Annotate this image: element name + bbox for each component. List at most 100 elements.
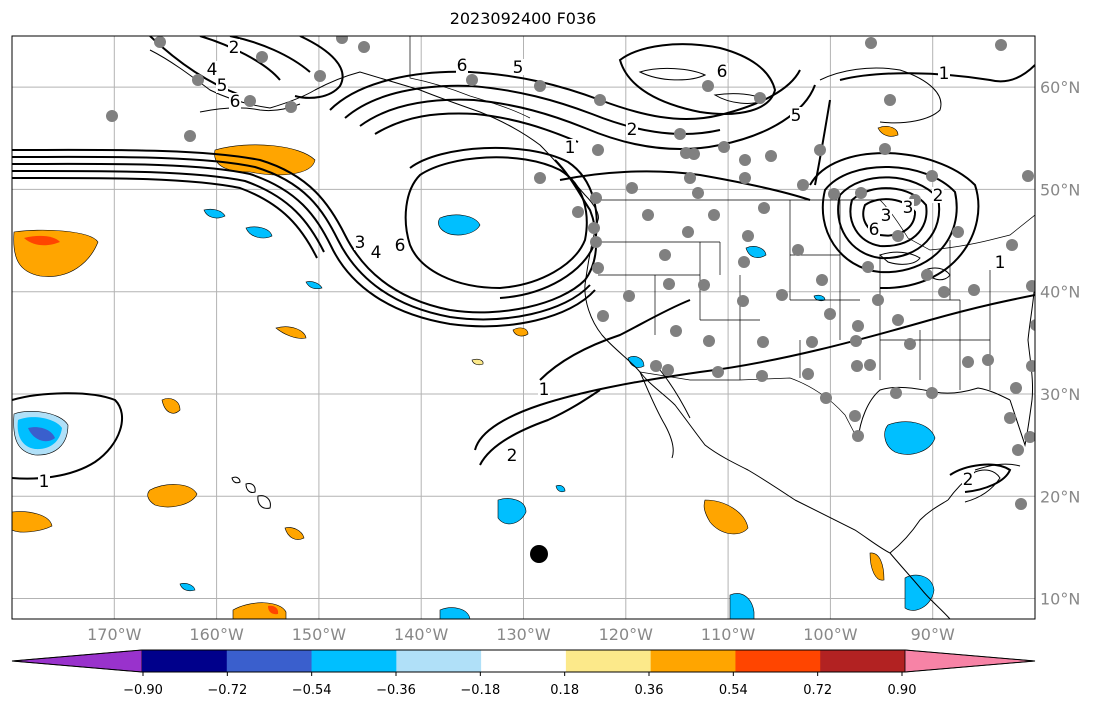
longitude-label: 90°W — [911, 625, 955, 644]
contour-label-bg — [938, 65, 950, 81]
colorbar-segment — [226, 650, 313, 672]
station-marker — [718, 141, 730, 153]
station-marker — [358, 41, 370, 53]
island-north — [638, 67, 707, 81]
anomaly-negative — [745, 246, 767, 258]
graticule — [12, 36, 1035, 619]
anomaly-negative — [203, 208, 226, 219]
station-marker — [626, 182, 638, 194]
station-marker — [862, 261, 874, 273]
longitude-label: 150°W — [292, 625, 347, 644]
contour-line — [862, 198, 917, 237]
contour-label: 5 — [217, 76, 228, 96]
longitude-label: 120°W — [599, 625, 654, 644]
alaska-canada-border — [409, 36, 531, 119]
anomaly-negative — [305, 281, 323, 290]
station-marker — [336, 36, 348, 44]
station-marker — [802, 368, 814, 380]
hawaii-1 — [231, 476, 241, 484]
station-marker — [572, 206, 584, 218]
baja — [639, 371, 674, 459]
contour-label: 6 — [717, 62, 728, 82]
contour-label: 3 — [881, 206, 892, 226]
colorbar-segment — [735, 650, 821, 672]
contour-line — [949, 463, 1012, 493]
station-marker — [256, 51, 268, 63]
station-marker — [754, 92, 766, 104]
station-marker — [594, 94, 606, 106]
contour-label: 1 — [539, 380, 550, 400]
contour-label: 6 — [869, 220, 880, 240]
anomaly-negative — [729, 593, 755, 619]
longitude-label: 160°W — [189, 625, 244, 644]
station-marker — [892, 230, 904, 242]
station-marker — [742, 230, 754, 242]
colorbar-segment — [820, 650, 906, 672]
contour-line — [229, 36, 311, 73]
contour-line — [359, 84, 816, 150]
shaded-anomalies — [12, 126, 936, 619]
station-marker — [1004, 412, 1016, 424]
station-marker — [926, 170, 938, 182]
anomaly-positive — [161, 398, 181, 414]
contour-label: 2 — [627, 120, 638, 140]
station-marker — [106, 110, 118, 122]
contour-label: 2 — [963, 470, 974, 490]
station-marker — [650, 360, 662, 372]
anomaly-negative — [904, 574, 935, 611]
contour-line — [294, 36, 344, 99]
colorbar-tick-label: −0.90 — [123, 683, 163, 698]
anomaly-positive — [12, 511, 53, 533]
station-marker — [852, 430, 864, 442]
station-marker — [1015, 498, 1027, 510]
station-marker — [884, 94, 896, 106]
latitude-label: 10°N — [1040, 590, 1080, 609]
contour-label: 2 — [507, 446, 518, 466]
hawaii-2 — [245, 483, 256, 493]
station-marker — [592, 262, 604, 274]
colorbar-extend-max — [904, 649, 1036, 673]
station-marker — [816, 274, 828, 286]
station-marker — [698, 279, 710, 291]
colorbar-segment — [142, 650, 228, 672]
station-marker — [852, 320, 864, 332]
station-marker — [995, 39, 1007, 51]
station-marker — [623, 290, 635, 302]
contour-label-bg — [512, 59, 524, 75]
latitude-label: 50°N — [1040, 180, 1080, 199]
station-marker — [757, 336, 769, 348]
station-marker — [820, 392, 832, 404]
station-marker — [708, 209, 720, 221]
station-marker — [982, 354, 994, 366]
colorbar-tick-label: −0.54 — [292, 683, 332, 698]
station-marker — [597, 310, 609, 322]
contour-label: 4 — [207, 60, 218, 80]
contour-label: 1 — [565, 138, 576, 158]
colorbar-segment — [481, 650, 567, 672]
station-marker — [926, 387, 938, 399]
station-marker — [828, 188, 840, 200]
colorbar-tick-label: 0.90 — [888, 683, 917, 698]
contour-line — [559, 170, 811, 201]
station-marker — [737, 295, 749, 307]
highlight-point — [530, 545, 548, 563]
contour-line — [404, 156, 588, 290]
anomaly-strong-positive — [24, 235, 60, 246]
station-marker — [588, 222, 600, 234]
anomaly-positive — [284, 527, 305, 540]
colorbar-outline — [11, 649, 1036, 673]
station-marker — [592, 144, 604, 156]
contour-line — [12, 176, 318, 259]
contour-label-bg — [506, 447, 518, 463]
contour-label-bg — [564, 139, 576, 155]
station-marker — [1024, 431, 1035, 443]
station-marker — [850, 335, 862, 347]
colorbar-tick-label: −0.18 — [460, 683, 500, 698]
contour-label: 2 — [229, 38, 240, 58]
colorbar-tick-label: 0.72 — [803, 683, 832, 698]
station-marker — [879, 143, 891, 155]
anomaly-positive — [869, 552, 885, 581]
colorbar-segment — [565, 650, 652, 672]
colorbar-tick-label: 0.54 — [719, 683, 748, 698]
contour-label-bg — [868, 221, 880, 237]
